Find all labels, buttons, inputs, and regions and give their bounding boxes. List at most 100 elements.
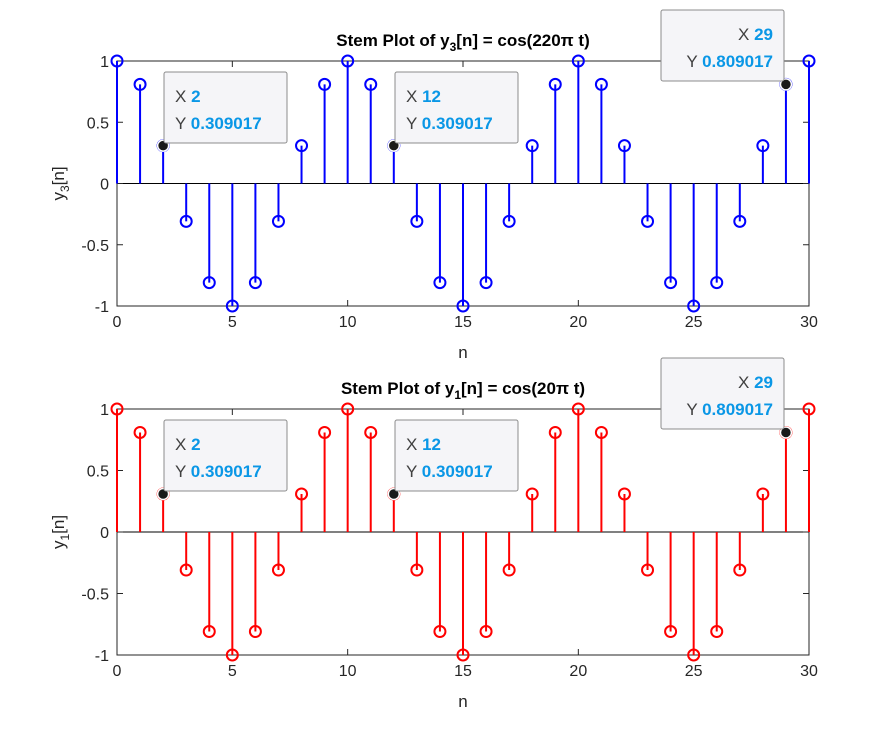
stem-marker [548,77,562,91]
datatip-y-row: Y 0.309017 [406,462,493,481]
stem-marker [594,77,608,91]
stem-marker [456,299,470,313]
stem-marker [548,425,562,439]
datatip-x-value: 29 [754,25,773,44]
stem-marker [248,276,262,290]
stem-marker [664,276,678,290]
stem-marker [110,54,124,68]
datatip-box [660,357,785,430]
x-axis-label: n [458,343,467,362]
stem-marker [318,77,332,91]
x-tick-label: 10 [339,314,357,331]
datatip-x-row: X 2 [175,87,201,106]
stem-marker [318,425,332,439]
stem-marker [364,425,378,439]
stem-marker [133,425,147,439]
datatip-x-row: X 29 [738,373,773,392]
datatip-y-value: 0.309017 [191,462,262,481]
y-tick-label: 0.5 [87,464,109,481]
stem-marker [571,54,585,68]
y-tick-label: -0.5 [81,238,109,255]
stem-marker [433,276,447,290]
datatip[interactable]: X 12 Y 0.309017 [387,71,519,152]
datatip-x-label: X [406,87,422,106]
datatip-y-label: Y [406,462,422,481]
datatip-x-value: 2 [191,87,200,106]
stem-marker [295,139,309,153]
datatip[interactable]: X 29 Y 0.809017 [660,9,793,91]
stem-marker [271,563,285,577]
x-tick-label: 0 [113,663,122,680]
datatip-y-row: Y 0.309017 [175,114,262,133]
x-tick-label: 20 [569,663,587,680]
stem-marker [295,487,309,501]
y-tick-label: -1 [95,648,109,665]
stem-marker [433,625,447,639]
x-tick-label: 10 [339,663,357,680]
y-tick-label: 0.5 [87,115,109,132]
x-axis-label: n [458,692,467,711]
stem-marker [710,625,724,639]
stem-marker [664,625,678,639]
datatip-y-label: Y [406,114,422,133]
stem-marker [687,299,701,313]
stem-marker [502,563,516,577]
datatip[interactable]: X 29 Y 0.809017 [660,357,793,439]
stem-marker [364,77,378,91]
stem-marker [271,214,285,228]
stem-marker [594,425,608,439]
chart-title: Stem Plot of y3[n] = cos(220π t) [336,31,590,54]
chart-2: 0 5 10 15 20 25 30 -1 -0.5 0 0.5 1 Stem Plot of y1[n… [49,357,818,711]
datatip-x-value: 29 [754,373,773,392]
x-tick-label: 25 [685,314,703,331]
y-tick-label: 0 [100,177,109,194]
stem-marker [617,487,631,501]
datatip-y-label: Y [686,52,702,71]
stem-marker [179,563,193,577]
datatip-box [394,71,519,144]
x-tick-label: 15 [454,314,472,331]
datatip-x-label: X [175,435,191,454]
datatip-y-row: Y 0.809017 [686,400,773,419]
y-tick-label: 1 [100,402,109,419]
y-tick-label: -1 [95,299,109,316]
stem-marker [202,625,216,639]
stem-marker [341,402,355,416]
x-tick-label: 25 [685,663,703,680]
stem-marker [341,54,355,68]
x-tick-label: 20 [569,314,587,331]
datatip-x-label: X [738,25,754,44]
x-tick-label: 0 [113,314,122,331]
stem-marker [525,487,539,501]
datatip[interactable]: X 2Y 0.309017 [156,419,288,501]
datatip-y-label: Y [175,462,191,481]
datatip-x-value: 12 [422,87,441,106]
stem-marker [410,563,424,577]
datatip-box [163,71,288,144]
datatip-x-value: 12 [422,435,441,454]
datatip-y-row: Y 0.309017 [406,114,493,133]
stem-marker [179,214,193,228]
datatip-y-value: 0.809017 [702,52,773,71]
datatip-marker[interactable] [779,78,793,91]
datatip-box [660,9,785,82]
datatip[interactable]: X 2 Y 0.309017 [156,71,288,152]
stem-marker [525,139,539,153]
stem-marker [225,648,239,662]
datatip[interactable]: X 12 Y 0.309017 [387,419,519,501]
x-tick-label: 5 [228,663,237,680]
stem-marker [456,648,470,662]
datatip-x-row: X 12 [406,435,441,454]
stem-marker [641,563,655,577]
stem-marker [617,139,631,153]
stem-marker [756,487,770,501]
datatip-x-row: X 12 [406,87,441,106]
x-tick-label: 30 [800,314,818,331]
stem-marker [687,648,701,662]
stem-marker [571,402,585,416]
x-tick-label: 30 [800,663,818,680]
datatip-marker[interactable] [779,426,793,439]
stem-marker [133,77,147,91]
x-tick-label: 15 [454,663,472,680]
stem-marker [225,299,239,313]
